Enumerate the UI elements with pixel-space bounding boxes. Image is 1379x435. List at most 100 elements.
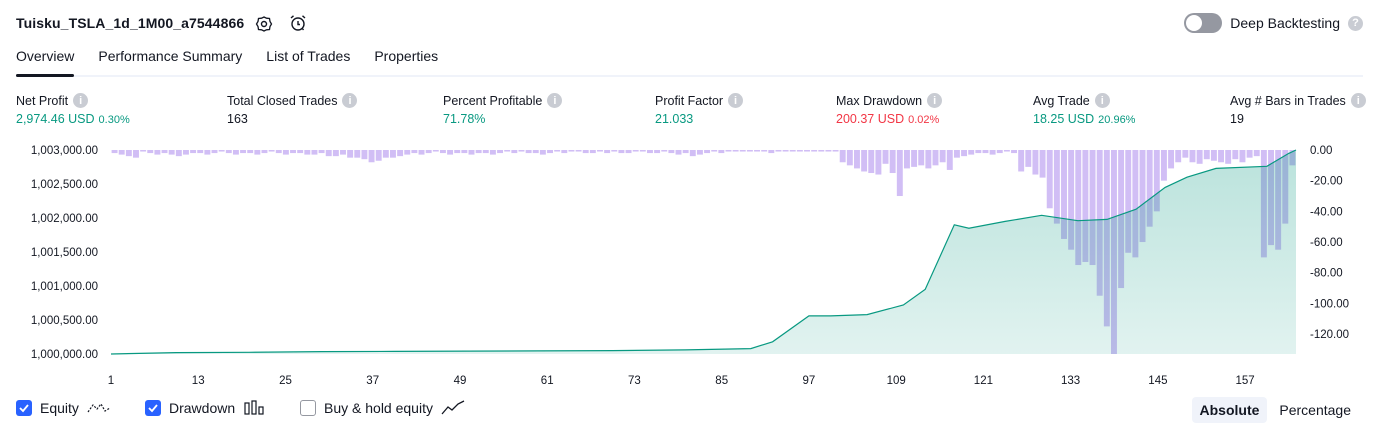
tab-list-of-trades[interactable]: List of Trades bbox=[266, 48, 351, 64]
metric-label: Profit Factor bbox=[655, 93, 724, 108]
help-icon[interactable]: ? bbox=[1348, 15, 1363, 31]
drawdown-bar bbox=[918, 150, 925, 166]
info-icon[interactable]: i bbox=[728, 93, 744, 108]
drawdown-bar bbox=[240, 150, 247, 154]
drawdown-bar bbox=[1089, 150, 1096, 266]
drawdown-bar bbox=[1253, 150, 1260, 157]
drawdown-bars-icon bbox=[244, 400, 264, 415]
drawdown-bar bbox=[340, 150, 346, 155]
drawdown-bar bbox=[682, 150, 689, 154]
drawdown-bar bbox=[140, 150, 147, 152]
drawdown-bar bbox=[561, 150, 568, 154]
drawdown-bar bbox=[532, 150, 539, 154]
drawdown-bar bbox=[468, 150, 475, 155]
info-icon[interactable]: i bbox=[1350, 93, 1366, 108]
drawdown-bar bbox=[1160, 150, 1167, 181]
drawdown-bar bbox=[1046, 150, 1053, 209]
deep-backtesting-toggle[interactable] bbox=[1184, 13, 1223, 33]
drawdown-bar bbox=[297, 150, 304, 154]
drawdown-bar bbox=[1061, 150, 1067, 239]
alarm-clock-icon[interactable] bbox=[287, 12, 309, 34]
drawdown-bar bbox=[996, 150, 1003, 154]
metric-percent: 20.96% bbox=[1098, 114, 1136, 126]
metric-label: Avg Trade bbox=[1033, 93, 1090, 108]
drawdown-bar bbox=[182, 150, 189, 155]
drawdown-bar bbox=[504, 150, 511, 152]
drawdown-bar bbox=[618, 150, 625, 154]
drawdown-bar bbox=[704, 150, 711, 154]
tab-properties[interactable]: Properties bbox=[374, 48, 439, 64]
legend-label: Drawdown bbox=[169, 400, 236, 416]
drawdown-bar bbox=[361, 150, 368, 160]
mode-absolute-button[interactable]: Absolute bbox=[1191, 397, 1268, 423]
equity-checkbox[interactable] bbox=[16, 400, 32, 416]
info-icon[interactable]: i bbox=[547, 93, 563, 108]
info-icon[interactable]: i bbox=[927, 93, 943, 108]
drawdown-bar bbox=[625, 150, 632, 154]
drawdown-bar bbox=[1068, 150, 1075, 250]
legend-equity[interactable]: Equity bbox=[16, 400, 111, 416]
settings-gear-icon[interactable] bbox=[253, 13, 275, 35]
tab-overview[interactable]: Overview bbox=[16, 48, 75, 77]
x-tick-label: 133 bbox=[1061, 375, 1080, 387]
drawdown-bar bbox=[761, 150, 768, 152]
drawdown-checkbox[interactable] bbox=[145, 400, 161, 416]
info-icon[interactable]: i bbox=[73, 93, 89, 108]
drawdown-bar bbox=[818, 150, 825, 152]
drawdown-bar bbox=[854, 150, 860, 169]
buy-hold-checkbox[interactable] bbox=[300, 400, 316, 416]
left-tick-label: 1,001,500.00 bbox=[31, 247, 98, 259]
drawdown-bar bbox=[946, 150, 953, 170]
drawdown-bar bbox=[225, 150, 232, 154]
drawdown-bar bbox=[804, 150, 810, 152]
drawdown-bar bbox=[454, 150, 461, 154]
info-icon[interactable]: i bbox=[342, 93, 358, 108]
metric-value: 18.25 USD bbox=[1033, 112, 1095, 126]
info-icon[interactable]: i bbox=[1094, 93, 1110, 108]
strategy-name: Tuisku_TSLA_1d_1M00_a7544866 bbox=[16, 15, 245, 31]
drawdown-bar bbox=[796, 150, 803, 152]
drawdown-bar bbox=[497, 150, 504, 154]
drawdown-bar bbox=[118, 150, 125, 155]
drawdown-bar bbox=[382, 150, 389, 158]
drawdown-bar bbox=[903, 150, 910, 169]
drawdown-bar bbox=[475, 150, 482, 154]
equity-drawdown-chart[interactable]: 1,003,000.00 1,002,500.00 1,002,000.00 1,00… bbox=[0, 138, 1379, 393]
deep-backtesting-control: Deep Backtesting ? bbox=[1184, 13, 1363, 33]
drawdown-bar bbox=[589, 150, 596, 154]
drawdown-bar bbox=[290, 150, 296, 154]
right-tick-label: -20.00 bbox=[1310, 176, 1343, 188]
drawdown-bar bbox=[868, 150, 875, 174]
drawdown-bar bbox=[1153, 150, 1160, 212]
drawdown-bar bbox=[1225, 150, 1232, 164]
drawdown-bar bbox=[1082, 150, 1089, 262]
drawdown-bar bbox=[861, 150, 868, 172]
drawdown-bar bbox=[782, 150, 789, 152]
drawdown-bar bbox=[968, 150, 975, 155]
drawdown-bar bbox=[211, 150, 218, 154]
drawdown-bar bbox=[1146, 150, 1153, 227]
drawdown-bar bbox=[846, 150, 853, 166]
drawdown-bar bbox=[711, 150, 718, 152]
drawdown-bar bbox=[168, 150, 175, 155]
x-tick-label: 25 bbox=[279, 375, 292, 387]
tab-performance-summary[interactable]: Performance Summary bbox=[98, 48, 243, 64]
drawdown-bar bbox=[368, 150, 375, 163]
x-tick-label: 145 bbox=[1148, 375, 1167, 387]
drawdown-bar bbox=[1075, 150, 1082, 266]
buy-hold-line-icon bbox=[441, 400, 465, 415]
drawdown-bar bbox=[896, 150, 903, 197]
drawdown-bar bbox=[646, 150, 653, 154]
legend-buy-hold-equity[interactable]: Buy & hold equity bbox=[300, 400, 465, 416]
drawdown-bar bbox=[125, 150, 132, 157]
drawdown-bar bbox=[404, 150, 411, 155]
mode-percentage-button[interactable]: Percentage bbox=[1279, 402, 1351, 418]
legend-drawdown[interactable]: Drawdown bbox=[145, 400, 265, 416]
x-tick-label: 157 bbox=[1236, 375, 1255, 387]
drawdown-bar bbox=[375, 150, 382, 161]
drawdown-bar bbox=[961, 150, 968, 157]
drawdown-bar bbox=[1182, 150, 1189, 158]
metric-percent: 0.30% bbox=[98, 114, 130, 126]
drawdown-bar bbox=[911, 150, 918, 167]
metric-avg-trade: Avg Trade i 18.25 USD 20.96% bbox=[1033, 93, 1135, 126]
